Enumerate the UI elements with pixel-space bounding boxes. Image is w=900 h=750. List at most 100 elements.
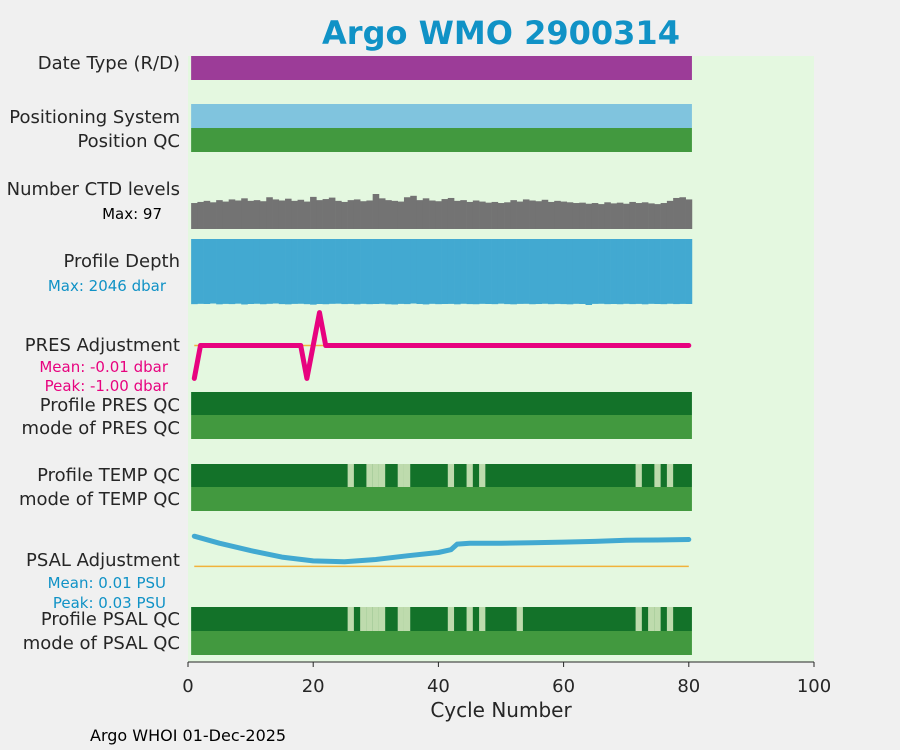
profile-depth-bar <box>372 239 380 304</box>
ctd-levels-bar <box>353 199 361 229</box>
ctd-levels-bar <box>360 201 367 229</box>
ctd-levels-bar <box>591 203 599 229</box>
profile-depth-bar <box>598 239 605 304</box>
label-profile-depth: Profile Depth <box>63 251 180 272</box>
profile-pres-qc-band <box>191 392 692 415</box>
ctd-levels-bar <box>598 204 605 229</box>
ctd-levels-bar <box>297 199 305 229</box>
ctd-levels-bar <box>660 203 668 229</box>
profile-depth-bar <box>535 239 542 304</box>
temp-qc-flag-cycle-31 <box>378 464 386 487</box>
profile-depth-bar <box>641 239 649 305</box>
profile-depth-bar <box>209 239 217 304</box>
ctd-levels-bar <box>610 203 618 229</box>
x-tick-label: 0 <box>182 676 193 697</box>
ctd-levels-bar <box>623 203 630 229</box>
ctd-levels-bar <box>685 199 693 229</box>
label-pres-adjustment: PRES Adjustment <box>25 335 180 356</box>
profile-depth-bar <box>654 239 661 304</box>
psal-qc-flag-cycle-42 <box>447 607 455 631</box>
ctd-levels-bar <box>654 204 661 229</box>
profile-depth-bar <box>635 239 643 304</box>
ctd-levels-bar <box>259 201 267 229</box>
ctd-levels-bar <box>510 200 517 229</box>
profile-depth-bar <box>522 239 530 304</box>
profile-depth-bar <box>335 239 342 304</box>
profile-depth-bar <box>429 239 436 304</box>
psal-qc-flag-cycle-29 <box>366 607 373 631</box>
psal-qc-flag-cycle-75 <box>654 607 661 631</box>
x-tick-label: 80 <box>677 676 700 697</box>
ctd-levels-bar <box>285 198 292 229</box>
profile-depth-bar <box>328 239 336 304</box>
ctd-levels-bar <box>466 201 474 229</box>
profile-depth-bar <box>610 239 618 304</box>
profile-depth-bar <box>604 239 611 305</box>
ctd-levels-bar <box>566 202 574 229</box>
ctd-levels-bar <box>554 200 561 229</box>
psal-adjustment-line <box>191 533 692 565</box>
temp-qc-flag-cycle-75 <box>654 464 661 487</box>
temp-qc-flag-cycle-45 <box>466 464 473 487</box>
profile-depth-bar <box>666 239 674 304</box>
label-profile-psal-qc: Profile PSAL QC <box>41 609 180 630</box>
profile-depth-bar <box>303 239 311 305</box>
ctd-levels-bar <box>429 200 436 229</box>
mode-temp-qc-band <box>191 487 692 511</box>
ctd-levels-bar <box>673 197 680 229</box>
ctd-levels-bar <box>391 200 399 229</box>
profile-depth-bar <box>497 239 505 304</box>
profile-depth-bar <box>660 239 668 305</box>
mode-pres-qc-band <box>191 415 692 439</box>
x-tick-label: 40 <box>427 676 450 697</box>
ctd-levels-bar <box>341 201 348 229</box>
temp-qc-flag-cycle-42 <box>447 464 455 487</box>
ctd-levels-bar <box>209 202 217 229</box>
profile-depth-bar <box>410 239 417 304</box>
lines-layer <box>191 310 692 568</box>
ctd-levels-bar <box>241 198 248 229</box>
profile-depth-bar <box>510 239 517 305</box>
psal-qc-flag-cycle-26 <box>347 607 354 631</box>
ctd-levels-bar <box>310 196 317 229</box>
profile-depth-bar <box>648 239 655 304</box>
stat-pres-mean: Mean: -0.01 dbar <box>39 358 169 376</box>
ctd-levels-bar <box>378 198 386 229</box>
ctd-levels-bar <box>504 202 511 229</box>
psal-qc-flag-cycle-77 <box>666 607 674 631</box>
profile-depth-bar <box>566 239 574 305</box>
profile-depth-bar <box>629 239 636 305</box>
ctd-levels-bar <box>435 201 442 229</box>
position-qc-band <box>191 128 692 152</box>
ctd-levels-bar <box>347 200 355 229</box>
ctd-levels-bar <box>529 200 536 229</box>
profile-depth-bar <box>679 239 686 304</box>
chart-title: Argo WMO 2900314 <box>322 14 680 52</box>
psal-qc-flag-cycle-47 <box>479 607 486 631</box>
profile-depth-bar <box>278 239 286 305</box>
profile-depth-bar <box>285 239 292 305</box>
profile-depth-bar <box>572 239 580 304</box>
temp-qc-flag-cycle-34 <box>397 464 404 487</box>
ctd-levels-bar <box>479 201 486 229</box>
ctd-levels-bar <box>497 203 505 229</box>
x-axis-ticks: 0 20 40 60 80 100 <box>182 662 831 697</box>
label-profile-temp-qc: Profile TEMP QC <box>37 465 180 486</box>
ctd-levels-bar <box>228 199 236 229</box>
profile-depth-bar <box>673 239 680 305</box>
ctd-levels-bar <box>547 201 555 229</box>
ctd-levels-bar <box>679 197 686 229</box>
label-mode-pres-qc: mode of PRES QC <box>22 418 180 439</box>
label-number-ctd-levels: Number CTD levels <box>7 179 180 200</box>
ctd-levels-bar <box>422 198 430 229</box>
label-positioning-system: Positioning System <box>9 107 180 128</box>
ctd-levels-bar <box>441 199 449 229</box>
ctd-levels-bar <box>491 201 499 229</box>
ctd-levels-bar <box>585 203 593 229</box>
ctd-levels-bar <box>522 199 530 229</box>
profile-depth-bar <box>360 239 367 304</box>
profile-depth-bar <box>378 239 386 304</box>
ctd-levels-bar <box>629 201 636 229</box>
profile-depth-bar <box>454 239 461 305</box>
ctd-levels-bar <box>366 200 373 229</box>
